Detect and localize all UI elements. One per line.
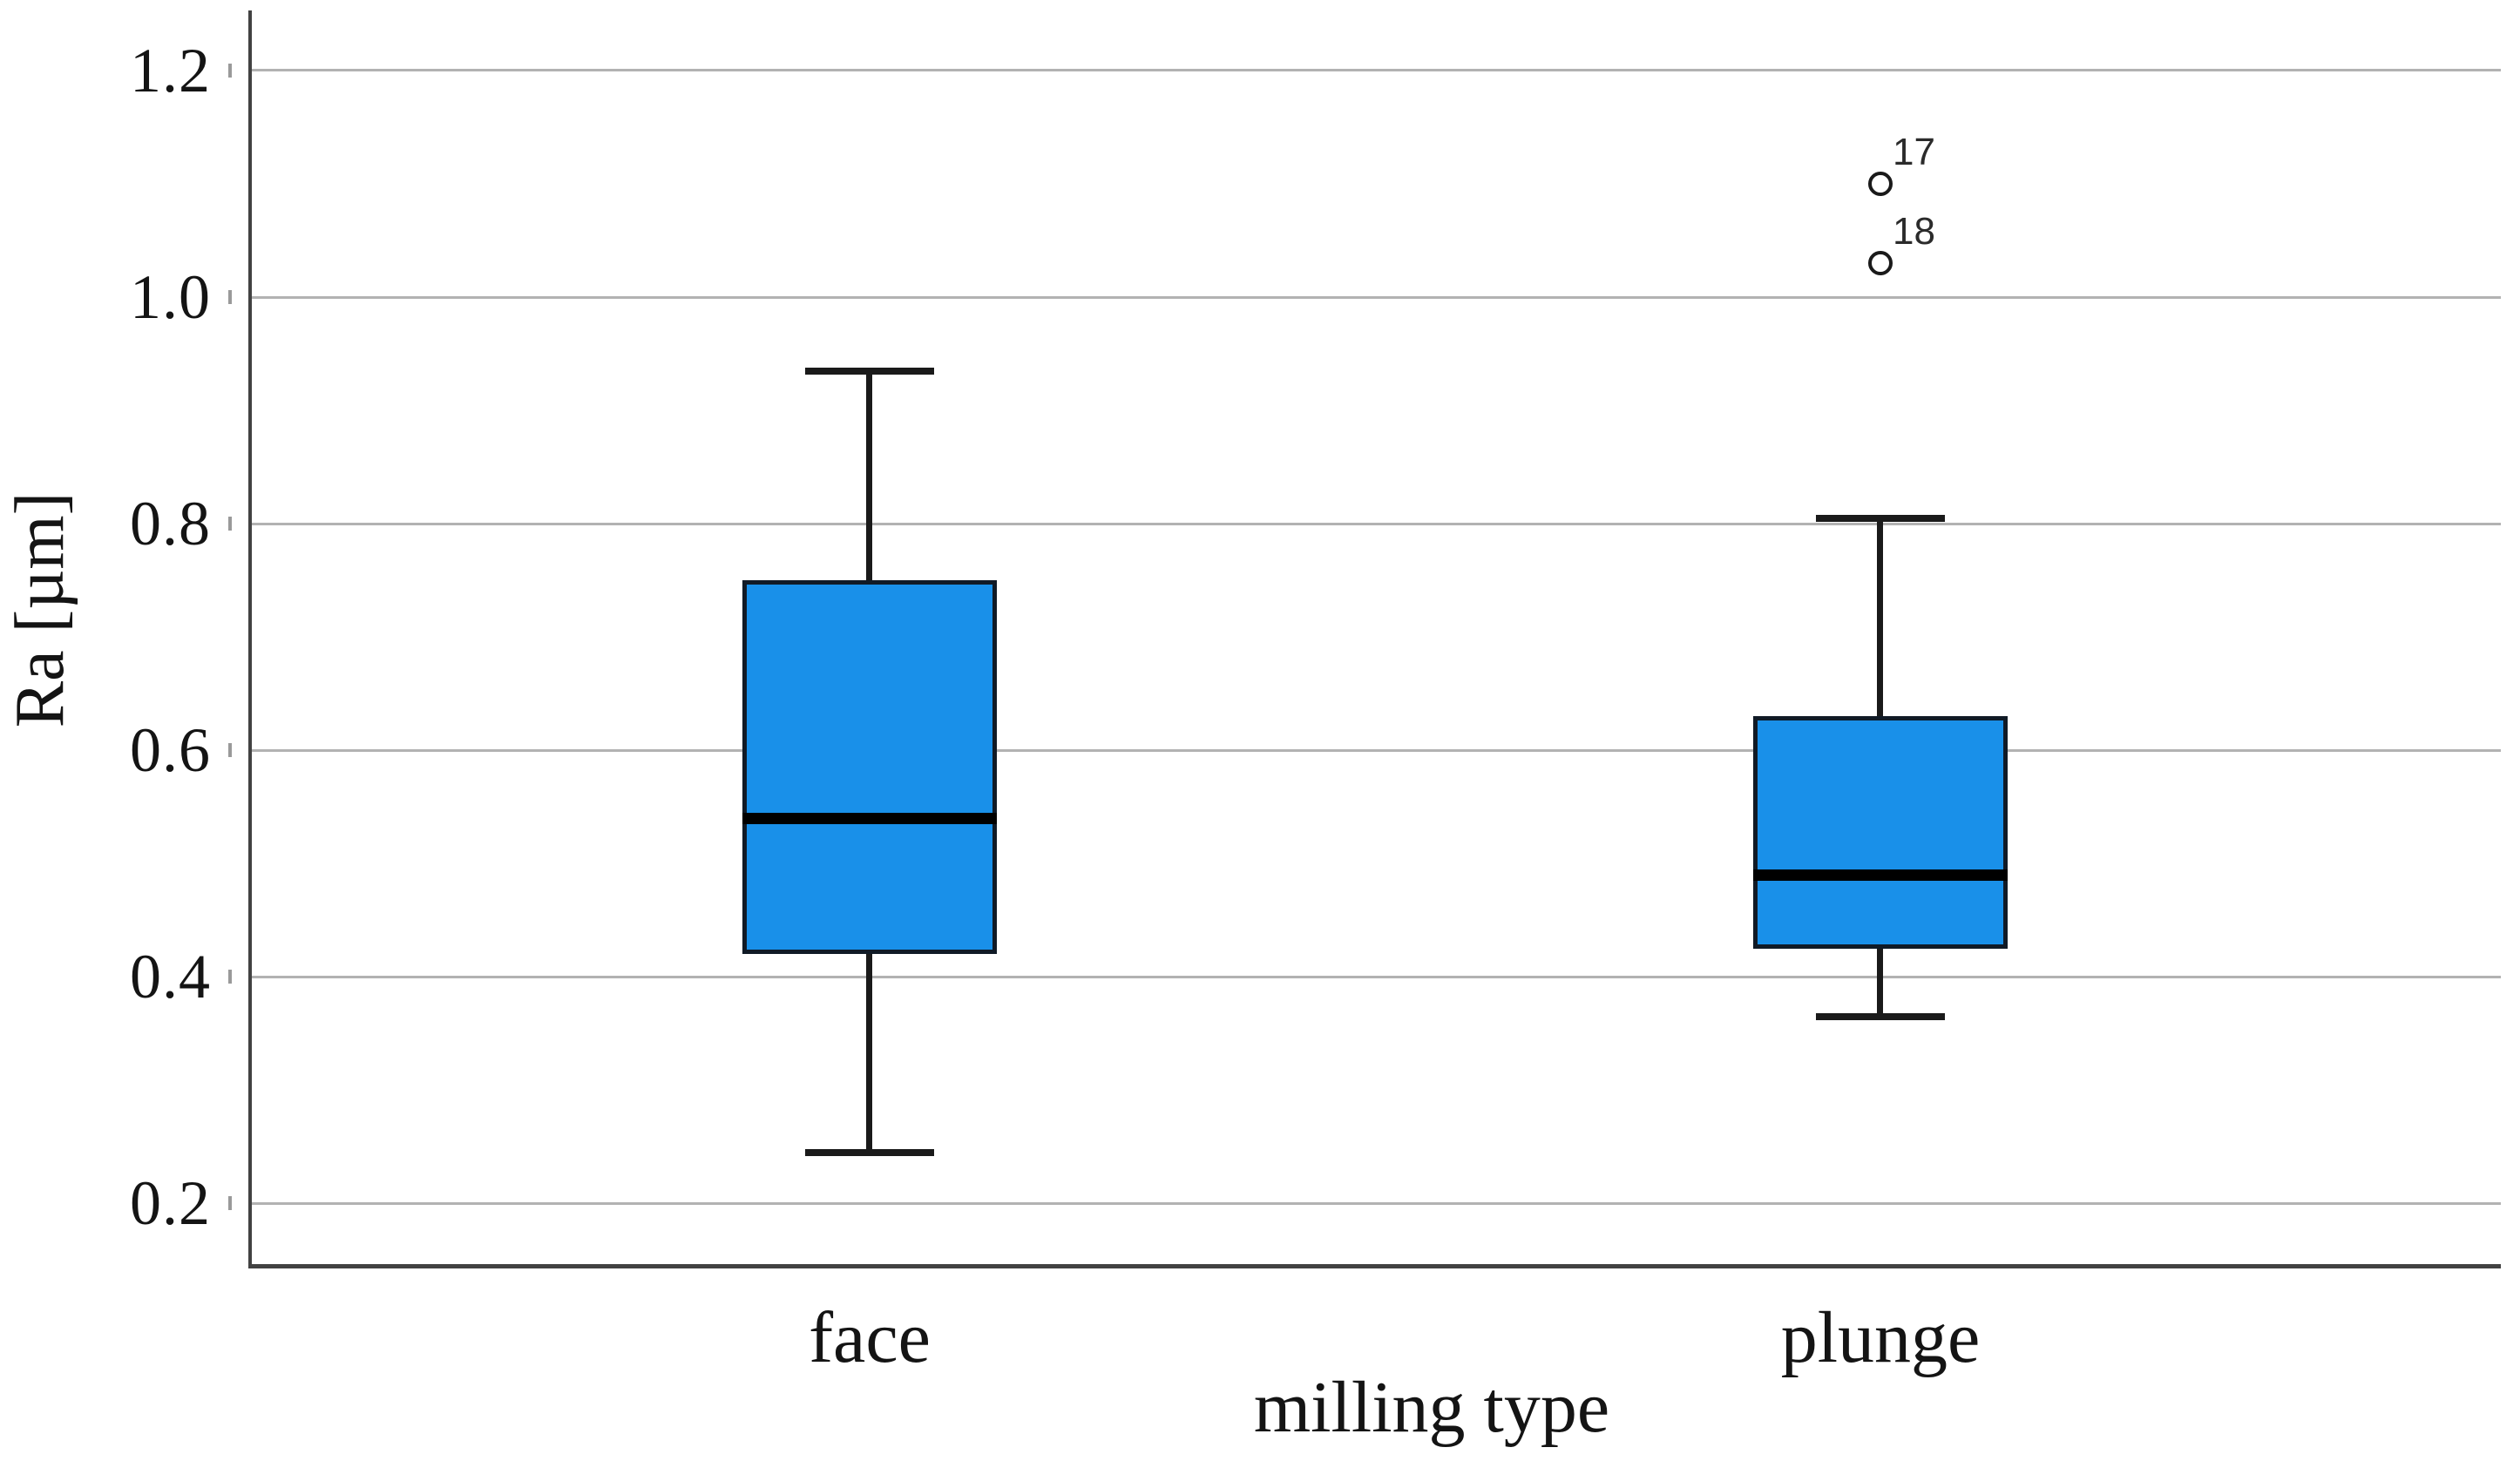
y-gridline bbox=[251, 523, 2501, 525]
outlier-point-18 bbox=[1868, 251, 1893, 275]
whisker-cap-lower-face bbox=[805, 1149, 934, 1156]
category-label-plunge: plunge bbox=[1780, 1297, 1981, 1378]
y-gridline bbox=[251, 749, 2501, 752]
outlier-label-18: 18 bbox=[1893, 210, 1935, 253]
y-tick-mark bbox=[228, 1196, 232, 1210]
y-tick-label: 0.8 bbox=[130, 489, 211, 558]
y-tick-label: 1.2 bbox=[130, 36, 211, 105]
y-gridline bbox=[251, 976, 2501, 978]
y-gridline bbox=[251, 69, 2501, 71]
median-line-face bbox=[742, 813, 997, 824]
whisker-cap-lower-plunge bbox=[1816, 1013, 1945, 1020]
box-face bbox=[742, 580, 997, 954]
median-line-plunge bbox=[1753, 869, 2008, 881]
whisker-upper-face bbox=[866, 371, 872, 581]
y-tick-label: 0.6 bbox=[130, 715, 211, 785]
whisker-cap-upper-face bbox=[805, 368, 934, 375]
whisker-cap-upper-plunge bbox=[1816, 515, 1945, 522]
whisker-lower-plunge bbox=[1877, 949, 1883, 1017]
y-tick-mark bbox=[228, 64, 232, 78]
box-plunge bbox=[1753, 716, 2008, 949]
y-gridline bbox=[251, 296, 2501, 299]
y-tick-mark bbox=[228, 290, 232, 304]
x-axis-line bbox=[248, 1264, 2501, 1268]
x-axis-title: milling type bbox=[1253, 1367, 1610, 1448]
whisker-lower-face bbox=[866, 954, 872, 1153]
outlier-label-17: 17 bbox=[1893, 131, 1935, 173]
y-tick-mark bbox=[228, 517, 232, 531]
category-label-face: face bbox=[809, 1297, 931, 1378]
y-gridline bbox=[251, 1202, 2501, 1205]
y-tick-mark bbox=[228, 743, 232, 757]
outlier-point-17 bbox=[1868, 172, 1893, 196]
whisker-upper-plunge bbox=[1877, 518, 1883, 717]
y-tick-label: 0.4 bbox=[130, 942, 211, 1011]
y-tick-mark bbox=[228, 970, 232, 984]
y-axis-line bbox=[248, 10, 252, 1266]
y-tick-label: 0.2 bbox=[130, 1168, 211, 1238]
y-tick-label: 1.0 bbox=[130, 262, 211, 332]
